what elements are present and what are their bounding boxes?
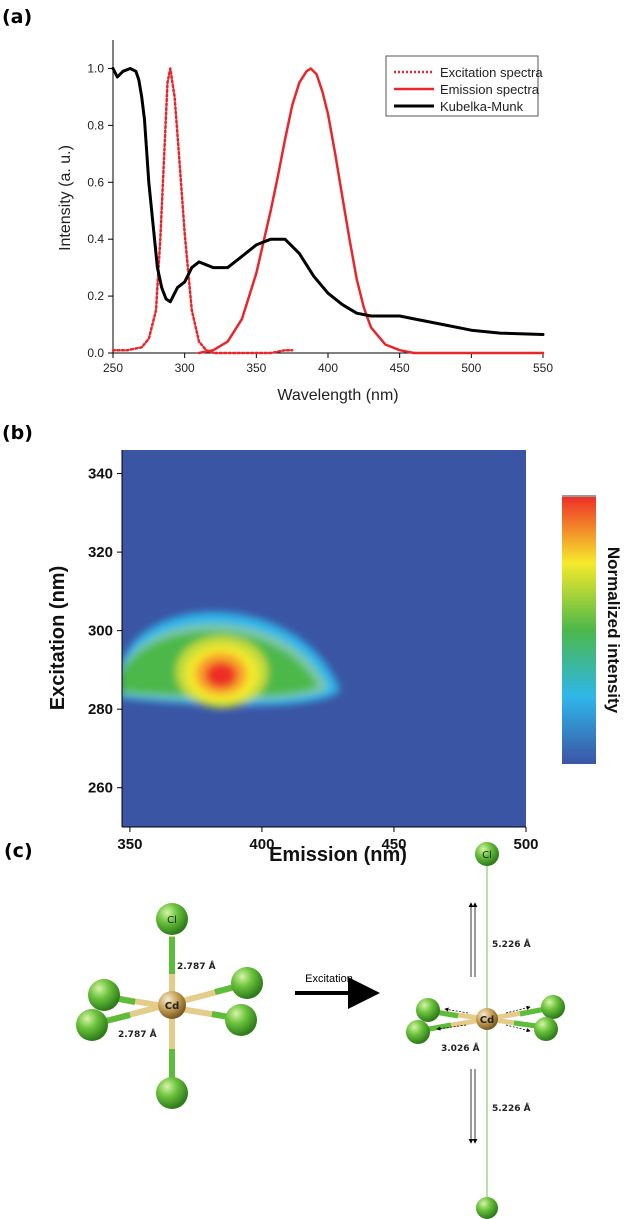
x-axis-title: Wavelength (nm) (277, 387, 398, 404)
panel-label-c: (c) (4, 840, 33, 862)
chlorine-atom (406, 1020, 430, 1044)
panel-label-a: (a) (2, 6, 33, 28)
heatmap-y-tick-label: 300 (88, 623, 113, 640)
series-line-kubelka-munk (111, 67, 545, 336)
heatmap-y-axis-title: Excitation (nm) (47, 566, 69, 710)
chlorine-atom-bottom (156, 1077, 188, 1109)
legend-kubelka-munk: Kubelka-Munk (440, 99, 524, 114)
heatmap-y-tick-label: 260 (88, 780, 113, 797)
chlorine-atom (88, 979, 120, 1011)
chlorine-atom (416, 998, 440, 1022)
x-tick-label: 300 (175, 361, 195, 375)
panel-label-b: (b) (2, 422, 33, 444)
legend-emission: Emission spectra (440, 82, 540, 97)
chlorine-atom-bottom (476, 1197, 498, 1219)
octahedral-distortion-diagram: Cl Cd 2.787 Å 2.787 Å Excitation Cl Cd (76, 842, 565, 1219)
bond-length-equatorial-right: 3.026 Å (441, 1043, 480, 1054)
excitation-label: Excitation (305, 973, 353, 985)
y-tick-label: 0.6 (87, 175, 104, 189)
atom-label-cd-right: Cd (480, 1015, 495, 1026)
chlorine-atom-top (156, 903, 188, 935)
heatmap-x-tick-label: 500 (513, 836, 538, 853)
x-tick-label: 400 (318, 361, 338, 375)
chlorine-atom (534, 1017, 558, 1041)
x-tick-label: 450 (390, 361, 410, 375)
legend-excitation: Excitation spectra (440, 65, 543, 80)
heatmap-y-tick-label: 280 (88, 701, 113, 718)
cadmium-atom (158, 991, 186, 1019)
atom-label-cl-right: Cl (482, 850, 492, 861)
spectra-line-chart: 250 300 350 400 450 500 5500.00.20.40.60.81.0 … (57, 40, 553, 404)
y-tick-label: 1.0 (87, 61, 104, 75)
molecule-excited-state: Cl Cd 5.226 Å 5.226 Å 3.026 Å (406, 842, 565, 1219)
y-tick-label: 0.4 (87, 232, 104, 246)
y-tick-label: 0.0 (87, 346, 104, 360)
chlorine-atom-top (475, 842, 499, 866)
x-tick-label: 550 (533, 361, 553, 375)
x-tick-label: 250 (103, 361, 123, 375)
atom-label-cl: Cl (167, 915, 177, 926)
chlorine-atom (231, 967, 263, 999)
heatmap-y-tick-label: 340 (88, 466, 113, 483)
y-axis-title: Intensity (a. u.) (57, 145, 74, 251)
y-tick-label: 0.8 (87, 118, 104, 132)
cadmium-atom (476, 1008, 498, 1030)
series-line-emission (197, 67, 545, 355)
excitation-arrow: Excitation (295, 973, 380, 1009)
series-line-excitation (111, 67, 294, 355)
chart-legend: Excitation spectra Emission spectra Kube… (385, 55, 543, 117)
heatmap-intensity-spot (122, 612, 340, 708)
colorbar (562, 496, 596, 764)
x-tick-label: 500 (461, 361, 481, 375)
heatmap-x-tick-label: 400 (249, 836, 274, 853)
heatmap-y-tick-label: 320 (88, 544, 113, 561)
chlorine-atom (225, 1004, 257, 1036)
chlorine-atom (76, 1009, 108, 1041)
bond-length-lower: 5.226 Å (492, 1103, 531, 1114)
bond-length-equatorial: 2.787 Å (118, 1029, 157, 1040)
heatmap-x-tick-label: 350 (117, 836, 142, 853)
atom-label-cd: Cd (165, 1001, 180, 1012)
y-tick-label: 0.2 (87, 289, 104, 303)
bond-length-axial: 2.787 Å (177, 961, 216, 972)
heatmap-x-tick-label: 450 (381, 836, 406, 853)
colorbar-label: Normalized intensity (604, 547, 623, 714)
heatmap-x-axis-title: Emission (nm) (269, 844, 407, 866)
excitation-emission-heatmap: 350 400 450 500 260 280 300 320 340 Normalized i… (47, 450, 623, 866)
bond-length-upper: 5.226 Å (492, 939, 531, 950)
x-tick-label: 350 (246, 361, 266, 375)
chlorine-atom (541, 995, 565, 1019)
molecule-ground-state: Cl Cd 2.787 Å 2.787 Å (76, 903, 263, 1109)
